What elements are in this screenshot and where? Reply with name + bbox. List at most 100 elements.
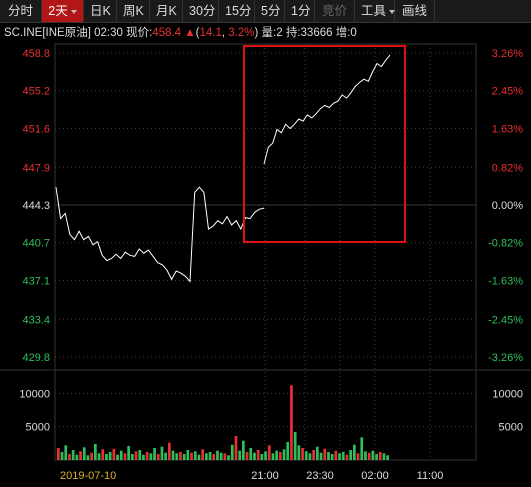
volume-bar bbox=[249, 448, 253, 460]
volume-bar bbox=[94, 444, 97, 460]
volume-bar bbox=[312, 450, 315, 460]
pct-tick-label: -1.63% bbox=[488, 275, 523, 287]
volume-bar bbox=[356, 453, 360, 460]
x-axis-label: 11:00 bbox=[417, 470, 444, 482]
volume-tick-label-right: 10000 bbox=[492, 388, 523, 400]
volume-bar bbox=[364, 451, 367, 460]
tab-label: 分时 bbox=[7, 4, 33, 18]
price-label: 现价: bbox=[126, 27, 153, 39]
volume-bar bbox=[290, 385, 293, 460]
tab-6[interactable]: 15分 bbox=[219, 0, 255, 22]
price-change: 14.1 bbox=[199, 27, 222, 39]
chevron-down-icon bbox=[70, 9, 77, 14]
volume-bar bbox=[153, 448, 156, 460]
volume-bar bbox=[193, 451, 197, 460]
volume-bar bbox=[79, 451, 82, 460]
highlight-box bbox=[243, 45, 406, 243]
up-arrow-icon: ▲ bbox=[184, 27, 196, 39]
pct-tick-label: 2.45% bbox=[492, 86, 523, 98]
price-change-pct: 3.2% bbox=[228, 27, 255, 39]
volume-bar bbox=[119, 450, 123, 460]
volume-bar bbox=[134, 451, 138, 460]
price-tick-label: 429.8 bbox=[22, 352, 50, 364]
volume-bar bbox=[316, 446, 319, 460]
volume-bar bbox=[116, 454, 119, 460]
volume-bar bbox=[349, 450, 352, 460]
tab-3[interactable]: 周K bbox=[117, 0, 150, 22]
volume-tick-label: 5000 bbox=[26, 422, 50, 434]
tab-label: 工具 bbox=[361, 4, 387, 18]
tab-label: 1分 bbox=[291, 4, 311, 18]
volume-bar bbox=[264, 451, 267, 460]
symbol-name: SC.INE[INE原油] bbox=[4, 27, 91, 39]
volume-bar bbox=[123, 453, 127, 460]
volume-bar bbox=[212, 454, 216, 460]
volume-bar bbox=[375, 454, 378, 460]
volume-bar bbox=[190, 452, 193, 460]
price-tick-label: 437.1 bbox=[22, 275, 50, 287]
volume-bar bbox=[142, 454, 145, 460]
volume-bar bbox=[341, 452, 345, 460]
tab-8[interactable]: 1分 bbox=[285, 0, 315, 22]
volume-bar bbox=[197, 454, 201, 460]
volume-bar bbox=[108, 452, 112, 460]
volume-bar bbox=[345, 454, 349, 460]
volume-bar bbox=[293, 432, 297, 460]
volume-bar bbox=[101, 449, 105, 460]
volume-bar bbox=[71, 450, 75, 460]
volume-bar bbox=[149, 453, 153, 460]
tab-4[interactable]: 月K bbox=[150, 0, 183, 22]
pct-tick-label: -2.45% bbox=[488, 314, 523, 326]
volume-bar bbox=[179, 452, 182, 460]
x-axis-label: 2019-07-10 bbox=[60, 470, 116, 482]
volume-bar bbox=[275, 450, 278, 460]
pct-tick-label: 0.82% bbox=[492, 162, 523, 174]
volume-bar bbox=[371, 450, 375, 460]
volume-bar bbox=[208, 452, 212, 460]
x-axis-label: 02:00 bbox=[361, 470, 389, 482]
volume-bar bbox=[256, 450, 260, 460]
volume-bar bbox=[138, 450, 142, 460]
volume-bar bbox=[201, 449, 204, 460]
pct-tick-label: -3.26% bbox=[488, 352, 523, 364]
volume-bar bbox=[127, 446, 130, 460]
price-tick-label: 447.9 bbox=[22, 162, 50, 174]
volume-bar bbox=[242, 440, 245, 460]
price-tick-label: 451.6 bbox=[22, 123, 50, 135]
tab-0[interactable]: 分时 bbox=[0, 0, 42, 22]
volume-bar bbox=[367, 452, 371, 460]
volume-bar bbox=[386, 455, 389, 460]
price-tick-label: 433.4 bbox=[22, 314, 50, 326]
tab-label: 竞价 bbox=[321, 4, 347, 18]
tab-11[interactable]: 画线 bbox=[395, 0, 435, 22]
volume-bar bbox=[219, 452, 223, 460]
x-axis-label: 23:30 bbox=[306, 470, 334, 482]
volume-bar bbox=[271, 453, 275, 460]
volume-bar bbox=[334, 450, 338, 460]
tab-label: 画线 bbox=[401, 4, 427, 18]
volume-value: 量:2 bbox=[261, 27, 283, 39]
tab-label: 周K bbox=[123, 4, 144, 18]
price-tick-label: 444.3 bbox=[22, 200, 50, 212]
volume-bar bbox=[75, 454, 79, 460]
volume-bar bbox=[64, 445, 68, 460]
volume-bar bbox=[227, 455, 230, 460]
volume-bar bbox=[279, 452, 282, 460]
tab-5[interactable]: 30分 bbox=[183, 0, 219, 22]
tab-10[interactable]: 工具 bbox=[355, 0, 396, 22]
volume-bar bbox=[260, 454, 264, 460]
tab-7[interactable]: 5分 bbox=[255, 0, 285, 22]
volume-tick-label: 10000 bbox=[19, 388, 50, 400]
volume-bar bbox=[164, 452, 167, 460]
current-price: 458.4 bbox=[152, 27, 182, 39]
volume-bar bbox=[86, 455, 90, 460]
tab-1[interactable]: 2天 bbox=[42, 0, 84, 22]
volume-bar bbox=[182, 454, 186, 460]
volume-bar bbox=[97, 453, 101, 460]
tab-2[interactable]: 日K bbox=[84, 0, 117, 22]
volume-bar bbox=[304, 451, 308, 460]
volume-bar bbox=[338, 453, 341, 460]
pct-tick-label: 3.26% bbox=[492, 48, 523, 60]
volume-bar bbox=[112, 448, 116, 460]
